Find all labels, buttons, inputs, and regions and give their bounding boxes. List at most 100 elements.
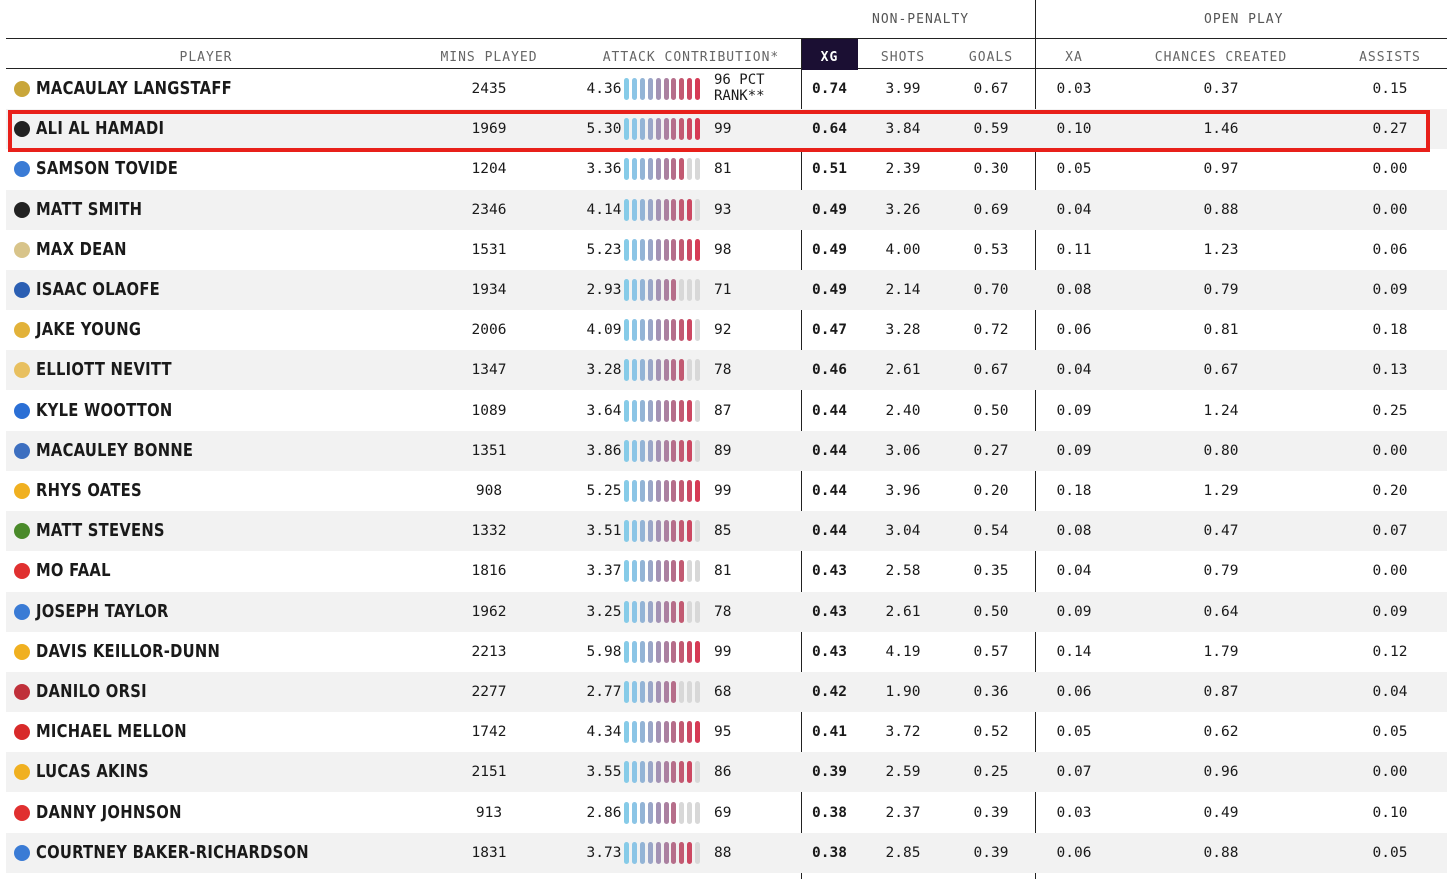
table-row[interactable]: Courtney Baker-Richardson 1831 3.73 88 0.38 2… bbox=[6, 832, 1447, 873]
percentile-bar bbox=[679, 841, 685, 864]
table-row[interactable]: Rhys Oates 908 5.25 99 0.44 3.96 0.20 0.18 1.29 0… bbox=[6, 471, 1447, 511]
percentile-bar bbox=[639, 681, 645, 703]
xg-value: 0.46 bbox=[812, 362, 847, 379]
col-mins-played[interactable]: MINS PLAYED bbox=[440, 50, 538, 65]
table-row[interactable]: Macauley Bonne 1351 3.86 89 0.44 3.06 0.27 0.09… bbox=[6, 430, 1447, 471]
club-badge-icon bbox=[14, 362, 30, 379]
percentile-bar bbox=[655, 319, 661, 342]
table-row[interactable]: Macaulay Langstaff 2435 4.36 96 PCT RANK** 0… bbox=[6, 69, 1447, 109]
percentile-bar bbox=[631, 640, 637, 663]
mins-played: 1332 bbox=[471, 523, 507, 540]
percentile-bar bbox=[695, 439, 701, 462]
mins-played: 1969 bbox=[471, 121, 507, 138]
percentile-bar bbox=[647, 841, 653, 864]
percentile-bar bbox=[687, 279, 693, 301]
club-badge-icon bbox=[14, 563, 30, 580]
xg-value: 0.49 bbox=[812, 241, 847, 258]
table-row[interactable]: Max Dean 1531 5.23 98 0.49 4.00 0.53 0.11 1.23 0.… bbox=[6, 230, 1447, 270]
percentile-bar bbox=[671, 238, 677, 261]
xg-value: 0.49 bbox=[812, 201, 847, 218]
col-xg[interactable]: XG bbox=[801, 39, 858, 70]
percentile-bar bbox=[624, 439, 629, 462]
table-row[interactable]: Jake Young 2006 4.09 92 0.47 3.28 0.72 0.06 0.81… bbox=[6, 310, 1447, 350]
percentile-bar bbox=[624, 600, 629, 623]
percentile-rank: 78 bbox=[714, 362, 732, 379]
mins-played: 1962 bbox=[471, 603, 507, 620]
percentile-bar bbox=[695, 480, 701, 502]
table-row[interactable]: Matt Smith 2346 4.14 93 0.49 3.26 0.69 0.04 0.88… bbox=[6, 189, 1447, 230]
percentile-bar bbox=[647, 761, 653, 784]
attack-value: 2.93 bbox=[586, 282, 622, 298]
mins-played: 1831 bbox=[471, 844, 507, 861]
percentile-bar bbox=[671, 801, 677, 824]
col-player[interactable]: PLAYER bbox=[179, 50, 233, 65]
percentile-bar bbox=[695, 359, 701, 382]
player-name: Macaulay Langstaff bbox=[36, 78, 233, 99]
percentile-bar bbox=[655, 399, 661, 422]
table-row[interactable]: Joseph Taylor 1962 3.25 78 0.43 2.61 0.50 0.09 0… bbox=[6, 591, 1447, 632]
percentile-bar bbox=[687, 118, 693, 141]
percentile-rank: 88 bbox=[714, 844, 732, 861]
col-assists[interactable]: ASSISTS bbox=[1359, 50, 1421, 65]
shots-value: 3.96 bbox=[885, 483, 921, 499]
table-row[interactable]: Danny Johnson 913 2.86 69 0.38 2.37 0.39 0.03 0.… bbox=[6, 793, 1447, 833]
percentile-bar bbox=[631, 319, 637, 342]
attack-value: 3.36 bbox=[586, 161, 622, 178]
table-row[interactable]: Matt Stevens 1332 3.51 85 0.44 3.04 0.54 0.08 0.… bbox=[6, 511, 1447, 552]
table-row[interactable]: Michael Mellon 1742 4.34 95 0.41 3.72 0.52 0.05… bbox=[6, 712, 1447, 752]
percentile-bar bbox=[647, 801, 653, 824]
mins-played: 2151 bbox=[471, 764, 507, 781]
player-name: Matt Stevens bbox=[36, 520, 165, 542]
chances-created-value: 0.87 bbox=[1203, 684, 1239, 700]
xg-value: 0.38 bbox=[812, 844, 847, 861]
percentile-bar bbox=[624, 480, 629, 502]
shots-value: 1.90 bbox=[885, 684, 921, 700]
percentile-bar bbox=[655, 761, 661, 784]
percentile-bar bbox=[639, 640, 645, 663]
table-row[interactable]: Isaac Olaofe 1934 2.93 71 0.49 2.14 0.70 0.08 0.… bbox=[6, 270, 1447, 310]
table-row[interactable]: Samson Tovide 1204 3.36 81 0.51 2.39 0.30 0.05 0… bbox=[6, 149, 1447, 189]
percentile-bar bbox=[647, 279, 653, 301]
table-row[interactable]: Danilo Orsi 2277 2.77 68 0.42 1.90 0.36 0.06 0.8… bbox=[6, 672, 1447, 712]
table-row[interactable]: Ali Al Hamadi 1969 5.30 99 0.64 3.84 0.59 0.10 1… bbox=[6, 109, 1447, 150]
percentile-bar bbox=[631, 238, 637, 261]
goals-value: 0.57 bbox=[973, 643, 1009, 660]
percentile-bar bbox=[687, 238, 693, 261]
col-attack-contribution[interactable]: ATTACK CONTRIBUTION* bbox=[602, 50, 780, 65]
percentile-bar bbox=[655, 841, 661, 864]
player-name: Michael Mellon bbox=[36, 721, 187, 743]
percentile-bar bbox=[663, 520, 669, 543]
percentile-bar bbox=[687, 399, 693, 422]
shots-value: 2.61 bbox=[885, 362, 921, 379]
shots-value: 4.00 bbox=[885, 241, 921, 258]
percentile-bar bbox=[679, 439, 685, 462]
table-row[interactable]: Elliott Nevitt 1347 3.28 78 0.46 2.61 0.67 0.04… bbox=[6, 350, 1447, 391]
col-goals[interactable]: GOALS bbox=[968, 50, 1014, 65]
assists-value: 0.12 bbox=[1372, 643, 1408, 660]
percentile-bar bbox=[639, 399, 645, 422]
col-xa[interactable]: XA bbox=[1065, 50, 1083, 65]
percentile-bar bbox=[639, 319, 645, 342]
table-row[interactable]: Kyle Wootton 1089 3.64 87 0.44 2.40 0.50 0.09 1.… bbox=[6, 391, 1447, 431]
chances-created-value: 0.37 bbox=[1203, 81, 1239, 97]
percentile-bar bbox=[631, 520, 637, 543]
percentile-bar bbox=[687, 600, 693, 623]
group-header-non-penalty: NON-PENALTY bbox=[872, 12, 970, 27]
xg-value: 0.74 bbox=[812, 81, 847, 97]
mins-played: 1089 bbox=[471, 402, 507, 419]
xg-value: 0.49 bbox=[812, 282, 847, 298]
table-row[interactable]: Mo Faal 1816 3.37 81 0.43 2.58 0.35 0.04 0.79 0.0… bbox=[6, 551, 1447, 591]
col-chances-created[interactable]: CHANCES CREATED bbox=[1154, 50, 1288, 65]
chances-created-value: 0.47 bbox=[1203, 523, 1239, 540]
percentile-bar bbox=[631, 78, 637, 100]
attack-value: 3.73 bbox=[586, 844, 622, 861]
mins-played: 1204 bbox=[471, 161, 507, 178]
club-badge-icon bbox=[14, 201, 30, 218]
goals-value: 0.72 bbox=[973, 322, 1009, 339]
table-row[interactable]: Lucas Akins 2151 3.55 86 0.39 2.59 0.25 0.07 0.9… bbox=[6, 752, 1447, 793]
percentile-bar bbox=[663, 78, 669, 100]
col-shots[interactable]: SHOTS bbox=[880, 50, 926, 65]
percentile-bar bbox=[624, 681, 629, 703]
table-row[interactable]: Davis Keillor-Dunn 2213 5.98 99 0.43 4.19 0.57… bbox=[6, 632, 1447, 672]
player-name: Kyle Wootton bbox=[36, 399, 173, 421]
